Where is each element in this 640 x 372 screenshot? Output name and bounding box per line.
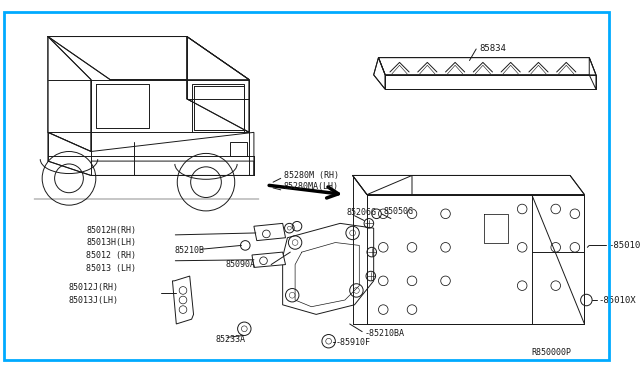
Polygon shape	[385, 75, 596, 89]
Polygon shape	[589, 58, 596, 89]
Polygon shape	[374, 58, 385, 89]
Text: -85010: -85010	[609, 241, 640, 250]
Text: -85210BA: -85210BA	[364, 329, 404, 338]
Text: 85280M (RH): 85280M (RH)	[284, 171, 339, 180]
Polygon shape	[191, 84, 244, 132]
Polygon shape	[283, 223, 374, 314]
Text: 85013H(LH): 85013H(LH)	[86, 238, 136, 247]
Text: 85280MA(LH): 85280MA(LH)	[284, 182, 339, 192]
Polygon shape	[187, 36, 249, 132]
Polygon shape	[48, 36, 91, 151]
Text: 85012H(RH): 85012H(RH)	[86, 225, 136, 235]
Text: 85013J(LH): 85013J(LH)	[69, 295, 119, 305]
Text: -85910F: -85910F	[335, 338, 371, 347]
Text: 85012 (RH): 85012 (RH)	[86, 251, 136, 260]
Text: 85050G: 85050G	[383, 207, 413, 217]
Text: 85206G: 85206G	[347, 208, 377, 217]
Polygon shape	[230, 142, 247, 156]
Polygon shape	[172, 276, 193, 324]
Text: 85012J(RH): 85012J(RH)	[69, 283, 119, 292]
Polygon shape	[48, 36, 249, 80]
Polygon shape	[378, 58, 596, 75]
Polygon shape	[353, 176, 584, 195]
Text: 85233A: 85233A	[216, 335, 246, 344]
Polygon shape	[48, 132, 254, 176]
Text: -85010X: -85010X	[599, 295, 636, 305]
Polygon shape	[367, 195, 584, 324]
Text: 85013 (LH): 85013 (LH)	[86, 264, 136, 273]
Polygon shape	[254, 223, 285, 241]
Polygon shape	[252, 252, 285, 267]
Text: 85834: 85834	[479, 45, 506, 54]
Text: 85210B: 85210B	[174, 246, 204, 255]
Text: R850000P: R850000P	[532, 348, 572, 357]
Text: 85090A: 85090A	[225, 260, 255, 269]
